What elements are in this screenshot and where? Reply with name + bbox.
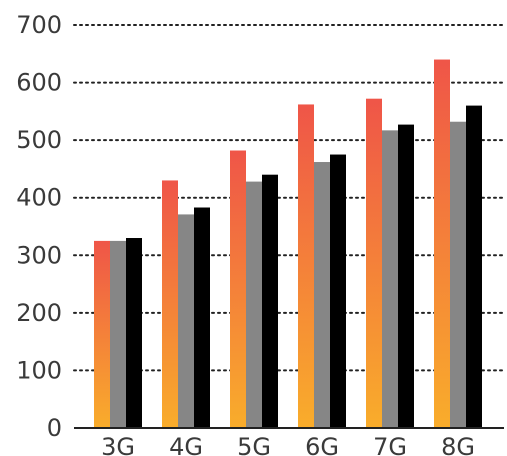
bars-layer bbox=[94, 59, 482, 429]
x-tick-label: 4G bbox=[169, 433, 203, 456]
y-tick-label: 600 bbox=[16, 69, 62, 97]
bar-series-3-4g bbox=[194, 207, 210, 428]
x-tick-label: 8G bbox=[441, 433, 475, 456]
bar-series-2-3g bbox=[110, 240, 126, 428]
bar-series-3-8g bbox=[466, 105, 482, 428]
bar-series-3-7g bbox=[398, 124, 414, 428]
x-tick-label: 7G bbox=[373, 433, 407, 456]
y-tick-label: 200 bbox=[16, 299, 62, 327]
y-tick-label: 700 bbox=[16, 11, 62, 39]
bar-series-1-6g bbox=[298, 104, 314, 428]
y-tick-label: 0 bbox=[47, 414, 62, 442]
bar-series-1-7g bbox=[366, 98, 382, 428]
bar-series-3-3g bbox=[126, 238, 142, 428]
bar-series-3-6g bbox=[330, 154, 346, 429]
x-tick-label: 5G bbox=[237, 433, 271, 456]
bar-series-1-8g bbox=[434, 59, 450, 429]
x-tick-label: 3G bbox=[101, 433, 135, 456]
bar-series-2-8g bbox=[450, 121, 466, 428]
labels-layer: 0 100 200 300 400 500 600 700 3G 4G 5G 6G 7G 8G bbox=[16, 11, 475, 456]
bar-series-1-5g bbox=[230, 150, 246, 428]
y-tick-label: 300 bbox=[16, 241, 62, 269]
bar-series-2-6g bbox=[314, 162, 330, 428]
y-tick-label: 500 bbox=[16, 126, 62, 154]
y-tick-label: 100 bbox=[16, 356, 62, 384]
y-tick-label: 400 bbox=[16, 184, 62, 212]
bar-series-2-7g bbox=[382, 130, 398, 428]
grid-layer bbox=[73, 24, 505, 372]
bar-series-1-4g bbox=[162, 180, 178, 428]
bar-series-2-5g bbox=[246, 181, 262, 428]
x-tick-label: 6G bbox=[305, 433, 339, 456]
bar-series-2-4g bbox=[178, 214, 194, 428]
bar-series-1-3g bbox=[94, 240, 110, 428]
bar-series-3-5g bbox=[262, 174, 278, 428]
